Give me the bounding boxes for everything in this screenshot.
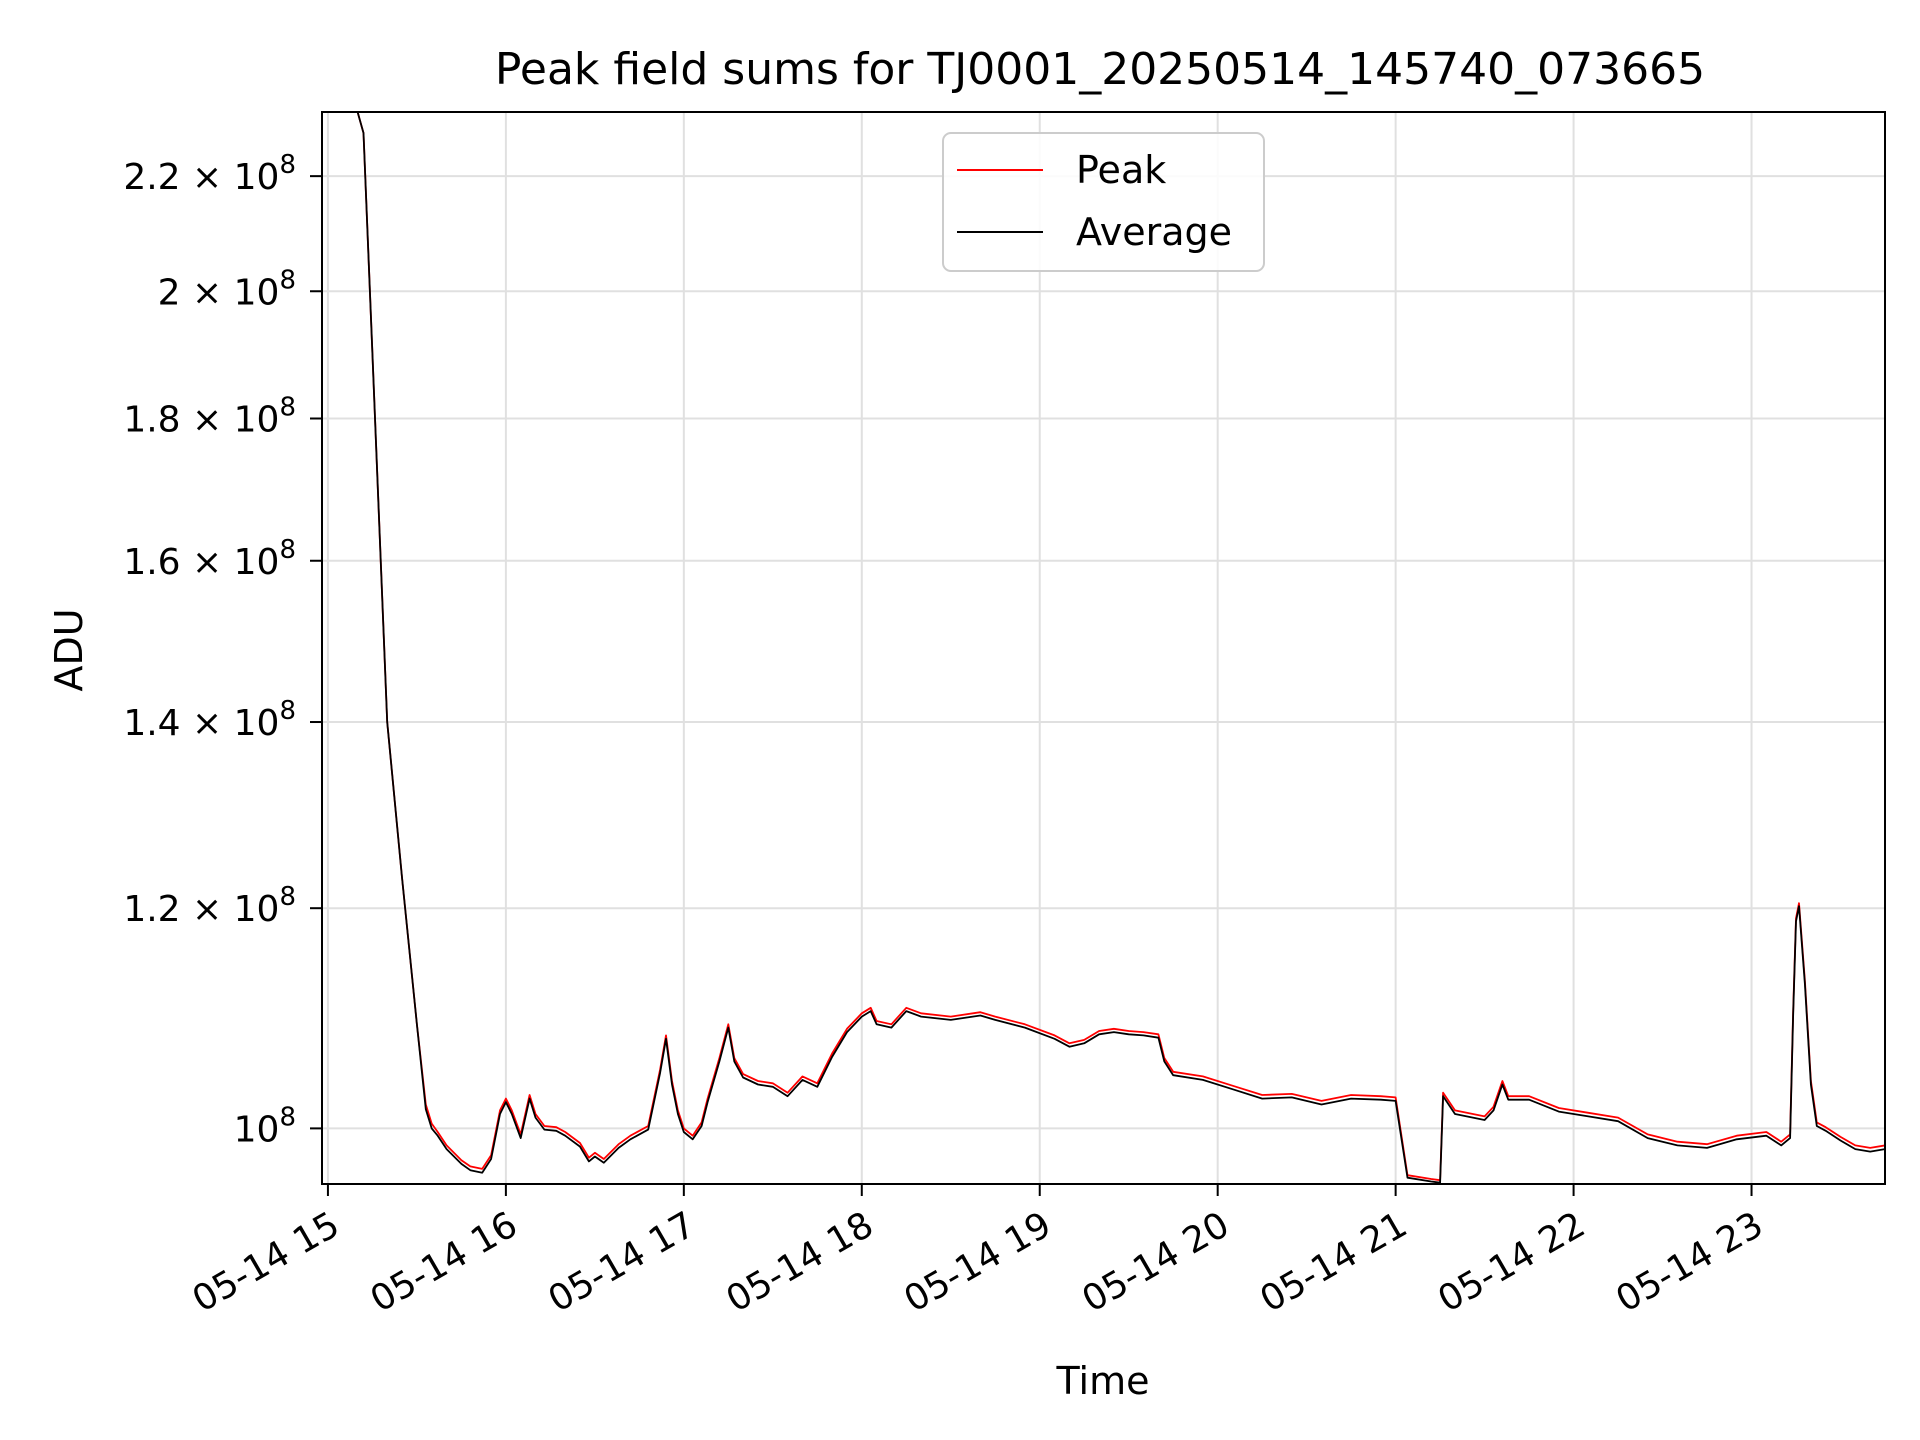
- legend-label-peak: Peak: [1076, 148, 1166, 192]
- y-tick-label-2: 1.4 × 108: [123, 696, 296, 744]
- series-lines: [356, 112, 1885, 1184]
- plot-frame: [321, 111, 1886, 1185]
- y-tick-label-4: 1.8 × 108: [123, 392, 296, 440]
- legend: Peak Average: [942, 132, 1265, 272]
- grid-lines: [322, 112, 1885, 1184]
- y-tick-label-0: 108: [234, 1102, 296, 1150]
- y-tick-label-1: 1.2 × 108: [123, 882, 296, 930]
- legend-label-average: Average: [1076, 210, 1232, 254]
- y-axis: 108 1.2 × 108 1.4 × 108 1.6 × 108 1.8 × 108 2…: [123, 150, 322, 1150]
- y-axis-label: ADU: [47, 608, 91, 691]
- chart-title: Peak field sums for TJ0001_20250514_1457…: [495, 44, 1705, 95]
- y-tick-label-6: 2.2 × 108: [123, 150, 296, 198]
- y-tick-label-5: 2 × 108: [158, 265, 296, 313]
- x-axis-label: Time: [1056, 1359, 1150, 1403]
- legend-box: [942, 132, 1265, 272]
- series-line-average: [356, 112, 1885, 1184]
- y-tick-label-3: 1.6 × 108: [123, 535, 296, 583]
